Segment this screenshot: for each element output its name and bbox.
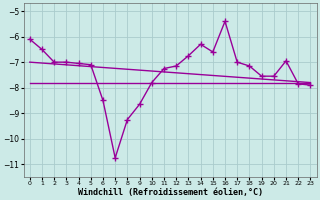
X-axis label: Windchill (Refroidissement éolien,°C): Windchill (Refroidissement éolien,°C) — [77, 188, 263, 197]
